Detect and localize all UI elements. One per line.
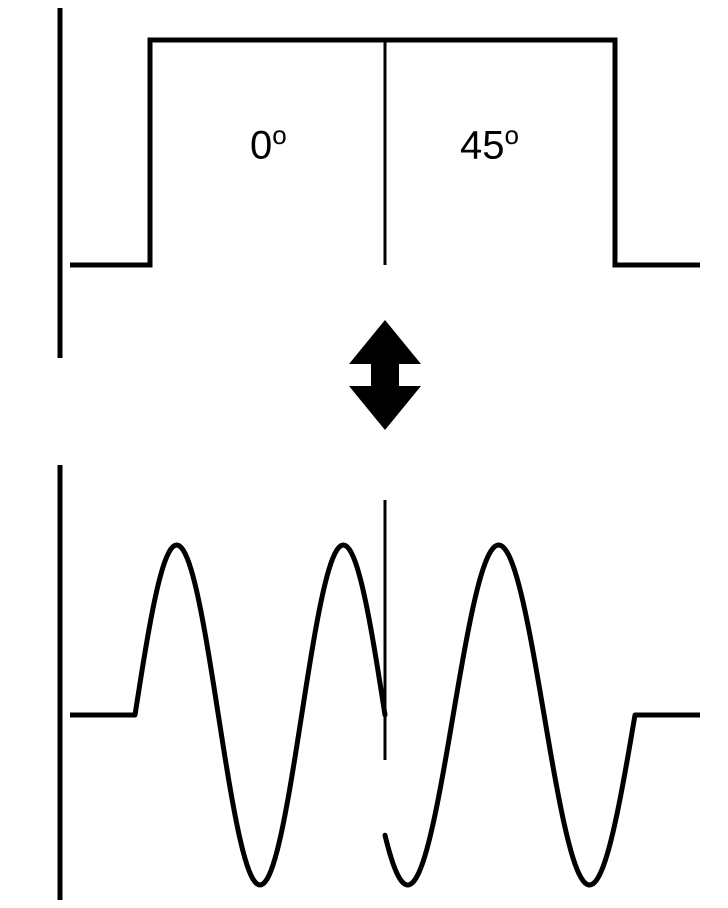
phase-label-right: 45o [460,120,519,168]
phase-label-right-value: 45 [460,123,505,167]
figure-canvas: 0o 45o [0,0,728,908]
phase-label-left-sup: o [272,120,286,150]
phase-label-right-sup: o [505,120,519,150]
phase-label-left-value: 0 [250,123,272,167]
phase-label-left: 0o [250,120,287,168]
diagram-svg [0,0,728,908]
